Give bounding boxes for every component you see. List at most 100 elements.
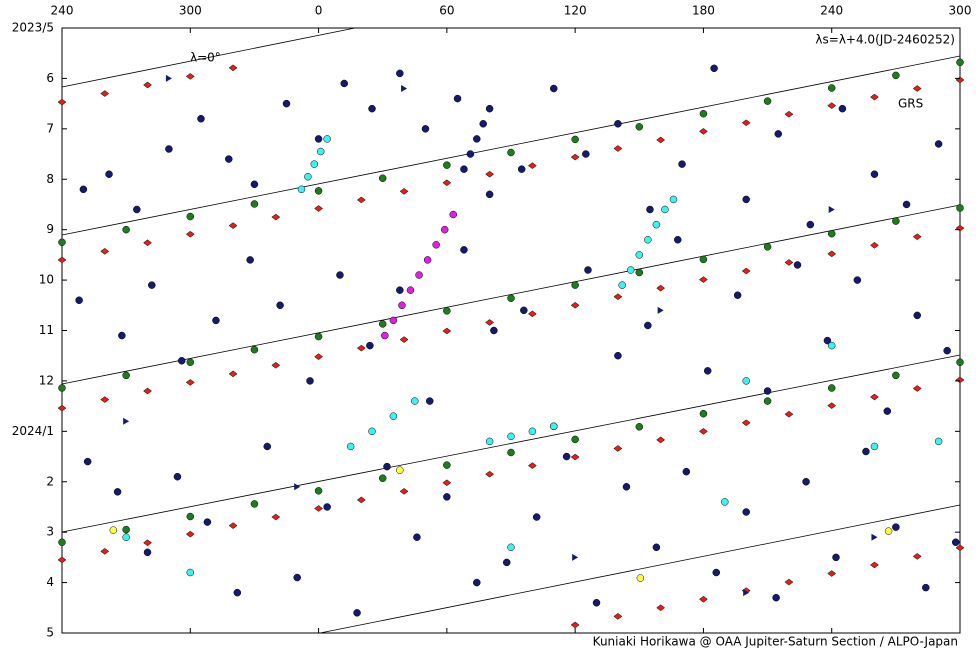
point (485, 170, 495, 178)
point (389, 316, 398, 325)
point (934, 140, 943, 148)
point (57, 556, 67, 564)
point (421, 125, 430, 133)
point (832, 553, 840, 562)
point (827, 84, 836, 92)
drift-line (61, 55, 961, 236)
point (853, 276, 862, 284)
x-tick-label: 60 (439, 4, 454, 18)
point (507, 432, 515, 441)
point (520, 306, 528, 315)
x-tick-label: 180 (692, 4, 715, 18)
point (228, 222, 238, 229)
point (122, 225, 130, 234)
point (293, 573, 301, 582)
point (678, 160, 686, 168)
point (282, 99, 291, 108)
point (823, 336, 832, 345)
point (228, 64, 238, 72)
point (827, 229, 836, 238)
point (582, 150, 590, 158)
point (57, 98, 67, 106)
point (622, 483, 631, 491)
point (314, 353, 323, 361)
point (58, 384, 66, 392)
point (100, 548, 110, 555)
point (148, 281, 156, 289)
x-tick-label: 240 (51, 4, 74, 18)
point (58, 238, 66, 247)
point (460, 165, 468, 173)
point (57, 404, 67, 412)
point (432, 241, 440, 249)
point (656, 284, 666, 292)
point (699, 255, 708, 264)
point (314, 205, 323, 212)
point (572, 553, 579, 561)
point (440, 225, 449, 234)
y-tick-label: 12 (39, 373, 54, 387)
point (784, 110, 794, 118)
point (951, 538, 960, 546)
point (396, 466, 404, 474)
y-tick-label: 9 (46, 222, 54, 236)
point (113, 488, 122, 496)
point (368, 427, 376, 436)
point (105, 170, 113, 178)
point (884, 527, 893, 535)
point (75, 296, 83, 304)
point (584, 266, 592, 274)
point (316, 147, 325, 156)
point (314, 332, 323, 341)
point (614, 120, 622, 128)
point (453, 94, 462, 103)
point (913, 311, 921, 320)
point (378, 320, 387, 328)
point (228, 370, 238, 378)
point (517, 165, 526, 173)
point (473, 135, 481, 143)
point (656, 604, 666, 612)
formula-label: λs=λ+4.0(JD-2460252) (815, 33, 955, 47)
point (699, 409, 708, 418)
point (396, 286, 404, 294)
y-tick-label: 2023/5 (12, 21, 54, 35)
point (892, 217, 900, 225)
point (378, 174, 387, 182)
point (225, 155, 233, 163)
point (550, 422, 558, 431)
point (399, 488, 409, 495)
point (442, 327, 452, 335)
point (618, 281, 626, 289)
y-tick-label: 3 (46, 525, 54, 539)
y-tick-label: 10 (39, 273, 54, 287)
point (485, 190, 494, 199)
point (763, 397, 772, 405)
point (763, 387, 772, 395)
point (956, 58, 964, 67)
point (304, 172, 312, 181)
drift-line (61, 354, 961, 533)
x-tick-label: 240 (820, 4, 843, 18)
point (336, 271, 344, 279)
point (442, 479, 452, 487)
point (956, 204, 964, 212)
grs-label: GRS (898, 97, 923, 111)
point (507, 294, 515, 302)
y-tick-label: 2024/1 (12, 424, 54, 438)
point (870, 170, 879, 178)
point (413, 533, 421, 541)
point (661, 205, 669, 214)
point (571, 435, 579, 444)
point (613, 613, 623, 620)
point (827, 384, 836, 392)
point (356, 344, 366, 352)
point (473, 578, 481, 587)
point (507, 148, 515, 157)
point (741, 119, 751, 127)
credit: Kuniaki Horikawa @ OAA Jupiter-Saturn Se… (593, 635, 958, 649)
point (570, 301, 580, 309)
point (956, 358, 964, 367)
point (276, 301, 284, 310)
